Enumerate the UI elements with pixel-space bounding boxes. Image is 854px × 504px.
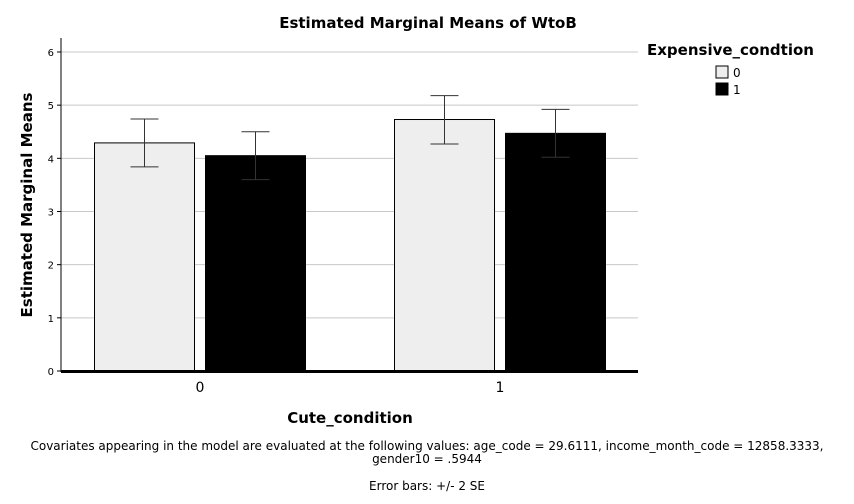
- bar-cat1-series0: [394, 119, 495, 372]
- legend-label-series1: 1: [733, 83, 741, 97]
- y-tick-label: 0: [48, 367, 54, 378]
- bar-cat0-series1: [205, 155, 306, 372]
- error-bars: [130, 95, 570, 181]
- y-tick-label: 4: [48, 154, 54, 165]
- legend-swatch-series1: [715, 82, 729, 96]
- covariates-footnote-line2: gender10 = .5944: [372, 452, 482, 466]
- covariates-footnote: Covariates appearing in the model are ev…: [0, 440, 854, 466]
- error-bars-footnote: Error bars: +/- 2 SE: [369, 479, 485, 493]
- legend-swatch-series0: [715, 65, 729, 79]
- bar-cat0-series0: [94, 142, 195, 372]
- legend-label-series0: 0: [733, 66, 741, 80]
- legend-title: Expensive_condtion: [647, 41, 814, 59]
- bar-cat1-series1: [505, 132, 606, 372]
- x-axis-label: Cute_condition: [287, 409, 413, 427]
- x-category-label: 0: [196, 380, 205, 396]
- y-tick-label: 5: [48, 101, 54, 112]
- y-axis-ticks: 0 1 2 3 4 5 6: [48, 48, 61, 378]
- y-tick-label: 6: [48, 48, 54, 59]
- y-axis-label: Estimated Marginal Means: [18, 93, 36, 318]
- x-category-label: 1: [496, 380, 505, 396]
- y-tick-label: 2: [48, 261, 54, 272]
- y-tick-label: 3: [48, 207, 54, 218]
- y-tick-label: 1: [48, 314, 54, 325]
- legend: 01: [715, 65, 741, 97]
- bars: [94, 119, 606, 372]
- covariates-footnote-line1: Covariates appearing in the model are ev…: [30, 439, 824, 453]
- chart-title: Estimated Marginal Means of WtoB: [279, 14, 577, 32]
